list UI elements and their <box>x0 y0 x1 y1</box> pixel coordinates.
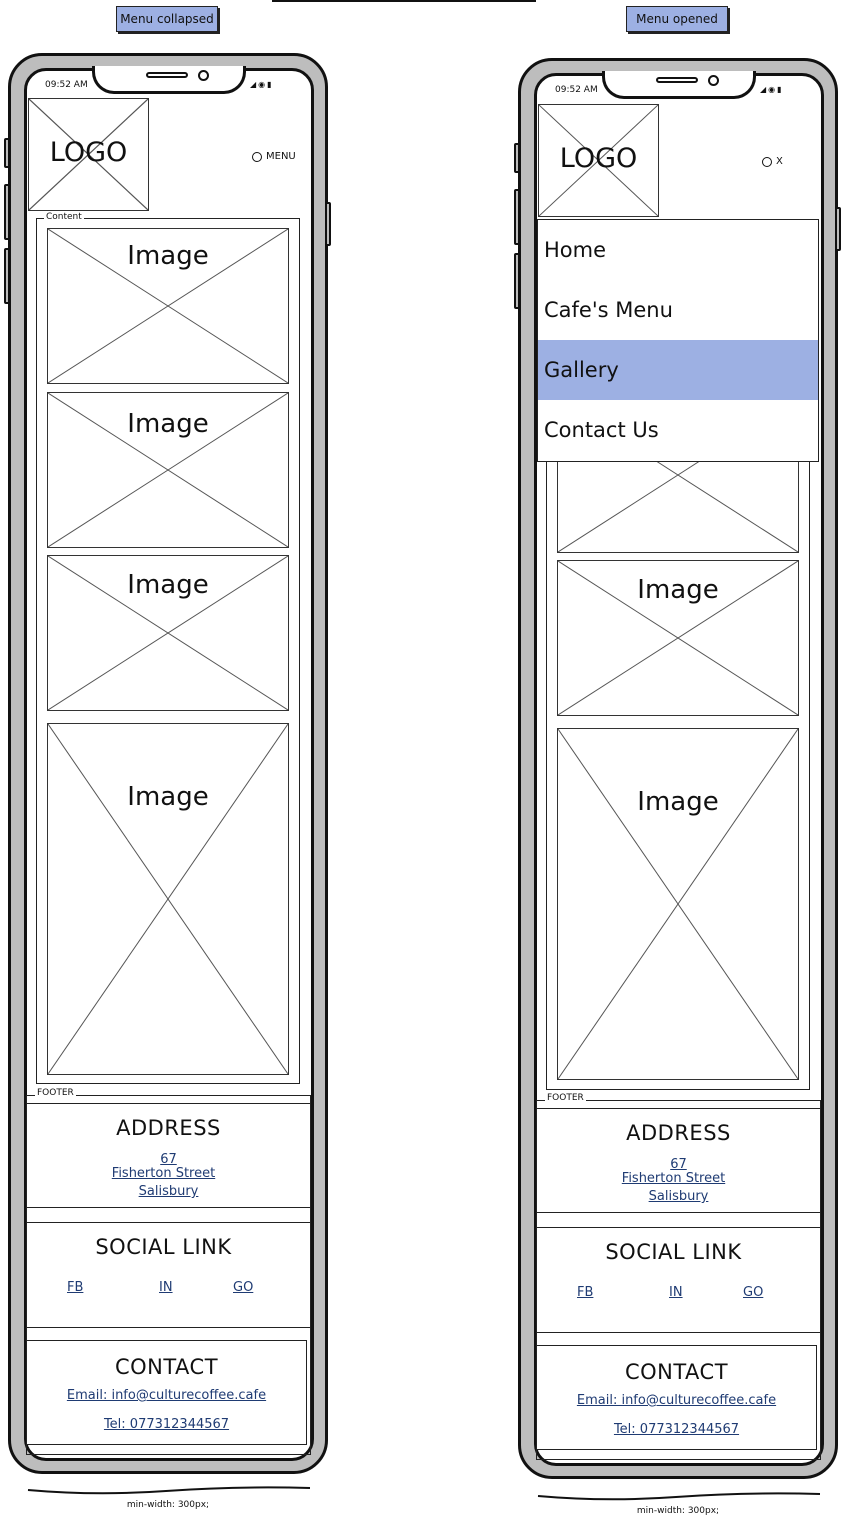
image-placeholder: Image <box>47 228 289 384</box>
image-label: Image <box>637 575 719 605</box>
address-number-link[interactable]: 67 <box>670 1157 687 1172</box>
phone-side-button <box>514 189 520 245</box>
nav-item-gallery[interactable]: Gallery <box>538 340 818 400</box>
social-box: SOCIAL LINK FB IN GO <box>536 1227 821 1333</box>
contact-heading: CONTACT <box>624 1360 729 1384</box>
social-heading: SOCIAL LINK <box>95 1235 232 1259</box>
contact-box: CONTACT Email: info@culturecoffee.cafe T… <box>26 1340 307 1445</box>
phone-link[interactable]: Tel: 077312344567 <box>613 1422 740 1437</box>
nav-dropdown: Home Cafe's Menu Gallery Contact Us <box>537 219 819 462</box>
phone-side-button <box>514 143 520 173</box>
content-section <box>36 218 300 1084</box>
phone-notch <box>602 71 756 99</box>
phone-speaker <box>656 77 698 83</box>
nav-item-cafes-menu[interactable]: Cafe's Menu <box>544 298 673 322</box>
image-placeholder: Image <box>557 728 799 1080</box>
logo[interactable]: LOGO <box>538 104 659 217</box>
email-link[interactable]: Email: info@culturecoffee.cafe <box>576 1393 777 1408</box>
wifi-icon: ◉ <box>768 85 778 94</box>
status-icons: ◢◉▮ <box>760 85 784 94</box>
battery-icon: ▮ <box>777 85 784 94</box>
image-placeholder: Image <box>47 555 289 711</box>
phone-power-button <box>325 202 331 246</box>
address-street-link[interactable]: Fisherton Street <box>111 1166 216 1181</box>
image-label: Image <box>127 782 209 812</box>
instagram-link[interactable]: IN <box>159 1280 173 1295</box>
nav-item-home[interactable]: Home <box>544 238 607 262</box>
width-indicator-line <box>27 1486 311 1495</box>
email-link[interactable]: Email: info@culturecoffee.cafe <box>66 1388 267 1403</box>
address-box: ADDRESS 67 Fisherton Street Salisbury <box>26 1103 311 1208</box>
width-indicator-line <box>537 1492 821 1501</box>
footer-legend: FOOTER <box>35 1088 76 1098</box>
address-heading: ADDRESS <box>626 1121 731 1145</box>
menu-radio-icon <box>252 151 262 162</box>
facebook-link[interactable]: FB <box>577 1285 594 1300</box>
phone-side-button <box>4 138 10 168</box>
phone-speaker <box>146 72 188 78</box>
address-number-link[interactable]: 67 <box>160 1152 177 1167</box>
address-city-link[interactable]: Salisbury <box>648 1189 709 1204</box>
phone-link[interactable]: Tel: 077312344567 <box>103 1417 230 1432</box>
address-city-link[interactable]: Salisbury <box>138 1184 199 1199</box>
wifi-icon: ◉ <box>258 80 268 89</box>
menu-toggle-label: MENU <box>266 151 296 162</box>
status-time: 09:52 AM <box>555 85 598 95</box>
phone-power-button <box>835 207 841 251</box>
image-label: Image <box>637 787 719 817</box>
address-box: ADDRESS 67 Fisherton Street Salisbury <box>536 1108 821 1213</box>
min-width-caption: min-width: 300px; <box>636 1506 720 1516</box>
phone-notch <box>92 66 246 94</box>
phone-side-button <box>4 184 10 240</box>
menu-close-button[interactable]: X <box>762 156 783 167</box>
contact-box: CONTACT Email: info@culturecoffee.cafe T… <box>536 1345 817 1450</box>
phone-camera <box>198 70 209 81</box>
label-menu-collapsed: Menu collapsed <box>116 6 218 32</box>
nav-item-contact-us[interactable]: Contact Us <box>544 418 659 442</box>
image-placeholder: Image <box>47 723 289 1075</box>
image-label: Image <box>127 570 209 600</box>
instagram-link[interactable]: IN <box>669 1285 683 1300</box>
social-heading: SOCIAL LINK <box>605 1240 742 1264</box>
image-placeholder: Image <box>47 392 289 548</box>
phone-camera <box>708 75 719 86</box>
address-heading: ADDRESS <box>116 1116 221 1140</box>
top-divider <box>272 0 536 2</box>
logo-text: LOGO <box>49 137 128 168</box>
phone-side-button <box>514 253 520 309</box>
status-time: 09:52 AM <box>45 80 88 90</box>
logo-text: LOGO <box>559 143 638 174</box>
status-icons: ◢◉▮ <box>250 80 274 89</box>
signal-icon: ◢ <box>760 85 769 94</box>
image-placeholder: Image <box>557 560 799 716</box>
image-label: Image <box>127 241 209 271</box>
min-width-caption: min-width: 300px; <box>126 1500 210 1510</box>
address-street-link[interactable]: Fisherton Street <box>621 1171 726 1186</box>
phone-side-button <box>4 248 10 304</box>
footer-legend: FOOTER <box>545 1093 586 1103</box>
menu-radio-icon <box>762 156 772 167</box>
google-link[interactable]: GO <box>233 1280 254 1295</box>
content-legend: Content <box>44 212 84 222</box>
logo[interactable]: LOGO <box>28 98 149 211</box>
menu-toggle-button[interactable]: MENU <box>252 151 296 162</box>
signal-icon: ◢ <box>250 80 259 89</box>
battery-icon: ▮ <box>267 80 274 89</box>
facebook-link[interactable]: FB <box>67 1280 84 1295</box>
contact-heading: CONTACT <box>114 1355 219 1379</box>
social-box: SOCIAL LINK FB IN GO <box>26 1222 311 1328</box>
image-label: Image <box>127 409 209 439</box>
close-icon: X <box>776 156 783 167</box>
google-link[interactable]: GO <box>743 1285 764 1300</box>
label-menu-opened: Menu opened <box>626 6 728 32</box>
